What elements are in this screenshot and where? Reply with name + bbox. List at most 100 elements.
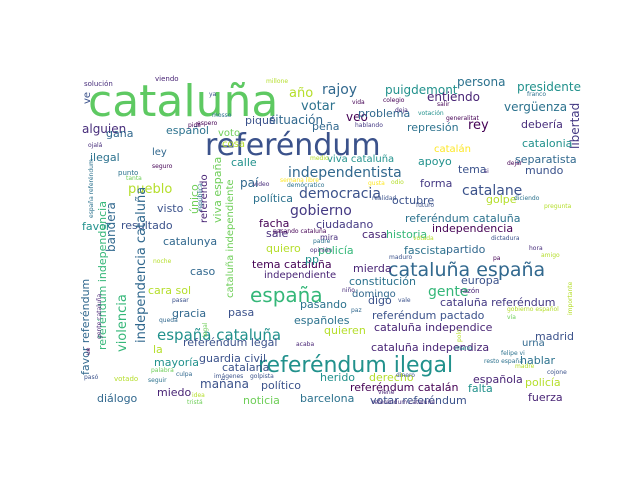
cloud-word: partido xyxy=(446,243,486,256)
cloud-word: tema cataluña xyxy=(252,258,332,271)
cloud-word: rajoy xyxy=(322,82,357,98)
cloud-word: pasar xyxy=(172,297,189,304)
cloud-word: felipe vi xyxy=(501,350,525,357)
cloud-word: punto xyxy=(118,169,138,177)
cloud-word: gobierno español xyxy=(507,306,559,313)
cloud-word: urna xyxy=(522,338,545,349)
cloud-word: facha xyxy=(259,217,289,230)
cloud-word: acaba xyxy=(296,341,314,348)
cloud-word: mundo xyxy=(525,164,564,177)
cloud-word: polo xyxy=(456,329,463,342)
cloud-word: persona xyxy=(457,75,506,89)
cloud-word: situación xyxy=(269,113,323,127)
cloud-word: odio xyxy=(391,179,404,186)
cloud-word: deja xyxy=(395,107,408,114)
cloud-word: barcelona xyxy=(300,392,354,405)
cloud-word: único xyxy=(188,184,201,214)
cloud-word: gusta xyxy=(368,180,385,187)
cloud-word: calle xyxy=(231,156,257,169)
cloud-word: tanta xyxy=(126,175,142,182)
cloud-word: constitución xyxy=(349,275,416,288)
cloud-word: cataluña xyxy=(88,76,278,127)
cloud-word: seguir xyxy=(148,377,167,384)
cloud-word: presidente xyxy=(517,80,581,94)
cloud-word: queda xyxy=(159,317,178,324)
cloud-word: demócratico xyxy=(287,182,325,189)
cloud-word: referéndum pactado xyxy=(372,309,485,322)
cloud-word: viendo xyxy=(155,75,179,83)
cloud-word: pregunta xyxy=(544,203,572,210)
cloud-word: seguro xyxy=(152,163,173,170)
cloud-word: miedo xyxy=(157,386,192,399)
cloud-word: tema xyxy=(458,163,487,176)
cloud-word: policía xyxy=(318,244,354,257)
cloud-word: pueblo xyxy=(128,182,172,197)
cloud-word: político xyxy=(261,379,301,392)
cloud-word: puigdemont xyxy=(385,83,458,97)
cloud-word: viva cataluña xyxy=(327,154,394,165)
cloud-word: medio xyxy=(310,155,329,162)
cloud-word: ciudadano xyxy=(316,218,373,231)
cloud-word: cosa xyxy=(222,139,245,150)
cloud-word: tristá xyxy=(187,399,203,406)
cloud-word: mañana xyxy=(200,377,249,391)
cloud-word: colegio xyxy=(383,97,405,104)
cloud-word: gente xyxy=(428,284,468,300)
cloud-word: independencia cataluña xyxy=(134,187,149,343)
cloud-word: pide xyxy=(188,122,201,129)
cloud-word: historia xyxy=(386,228,427,241)
cloud-word: bandera xyxy=(104,202,118,252)
cloud-word: franco xyxy=(527,91,546,98)
cloud-word: palabra xyxy=(151,367,174,374)
cloud-word: sale xyxy=(266,227,289,240)
cloud-word: noticia xyxy=(243,394,280,407)
cloud-word: gana xyxy=(106,127,133,140)
cloud-word: la xyxy=(153,343,163,356)
cloud-word: quieren xyxy=(324,324,366,337)
cloud-word: policía xyxy=(525,376,561,389)
cloud-word: solución xyxy=(84,80,113,88)
cloud-word: viva españa xyxy=(211,157,224,223)
cloud-word: alguien xyxy=(82,122,126,136)
cloud-word: idea xyxy=(192,392,205,399)
cloud-word: visto xyxy=(157,202,184,215)
cloud-word: votar referéndum xyxy=(370,394,467,407)
cloud-word: gracia xyxy=(172,307,206,320)
cloud-word: referéndum ilegal xyxy=(258,353,453,378)
cloud-word: caso xyxy=(190,265,216,278)
cloud-word: hablar xyxy=(520,354,555,367)
cloud-word: fascista xyxy=(404,244,446,257)
cloud-word: voto xyxy=(218,128,240,139)
cloud-word: importante xyxy=(567,281,574,315)
cloud-word: dictadura xyxy=(491,235,520,242)
cloud-word: cara sol xyxy=(148,284,191,297)
cloud-word: ue xyxy=(85,347,92,355)
cloud-word: favor xyxy=(82,220,111,233)
cloud-word: independiente xyxy=(264,270,336,281)
cloud-word: casa xyxy=(362,228,387,241)
cloud-word: ojalá xyxy=(88,142,103,149)
cloud-word: hablando xyxy=(355,122,383,129)
cloud-word: vale xyxy=(398,297,411,304)
cloud-word: problema xyxy=(358,107,410,120)
cloud-word: español xyxy=(166,124,209,137)
cloud-word: votar xyxy=(301,99,336,114)
cloud-word: vida xyxy=(352,99,365,106)
cloud-word: guardia civil xyxy=(199,352,266,365)
cloud-word: cataluña independiza xyxy=(371,341,489,354)
cloud-word: culpa xyxy=(176,371,193,378)
cloud-word: catalane xyxy=(462,183,522,199)
cloud-word: realidad xyxy=(372,195,397,202)
cloud-word: independencia xyxy=(432,222,513,235)
cloud-word: referéndum xyxy=(205,128,381,163)
cloud-word: generalitat xyxy=(446,115,480,122)
cloud-word: pa xyxy=(493,255,501,262)
cloud-word: derecho xyxy=(369,371,414,384)
cloud-word: cojone xyxy=(547,369,567,376)
cloud-word: ley xyxy=(152,147,167,158)
cloud-word: referéndum independencia xyxy=(96,201,109,350)
cloud-word: piqué xyxy=(245,114,276,127)
cloud-word: peña xyxy=(312,120,339,133)
cloud-word: independentista xyxy=(288,165,402,181)
cloud-word: año xyxy=(289,86,313,101)
